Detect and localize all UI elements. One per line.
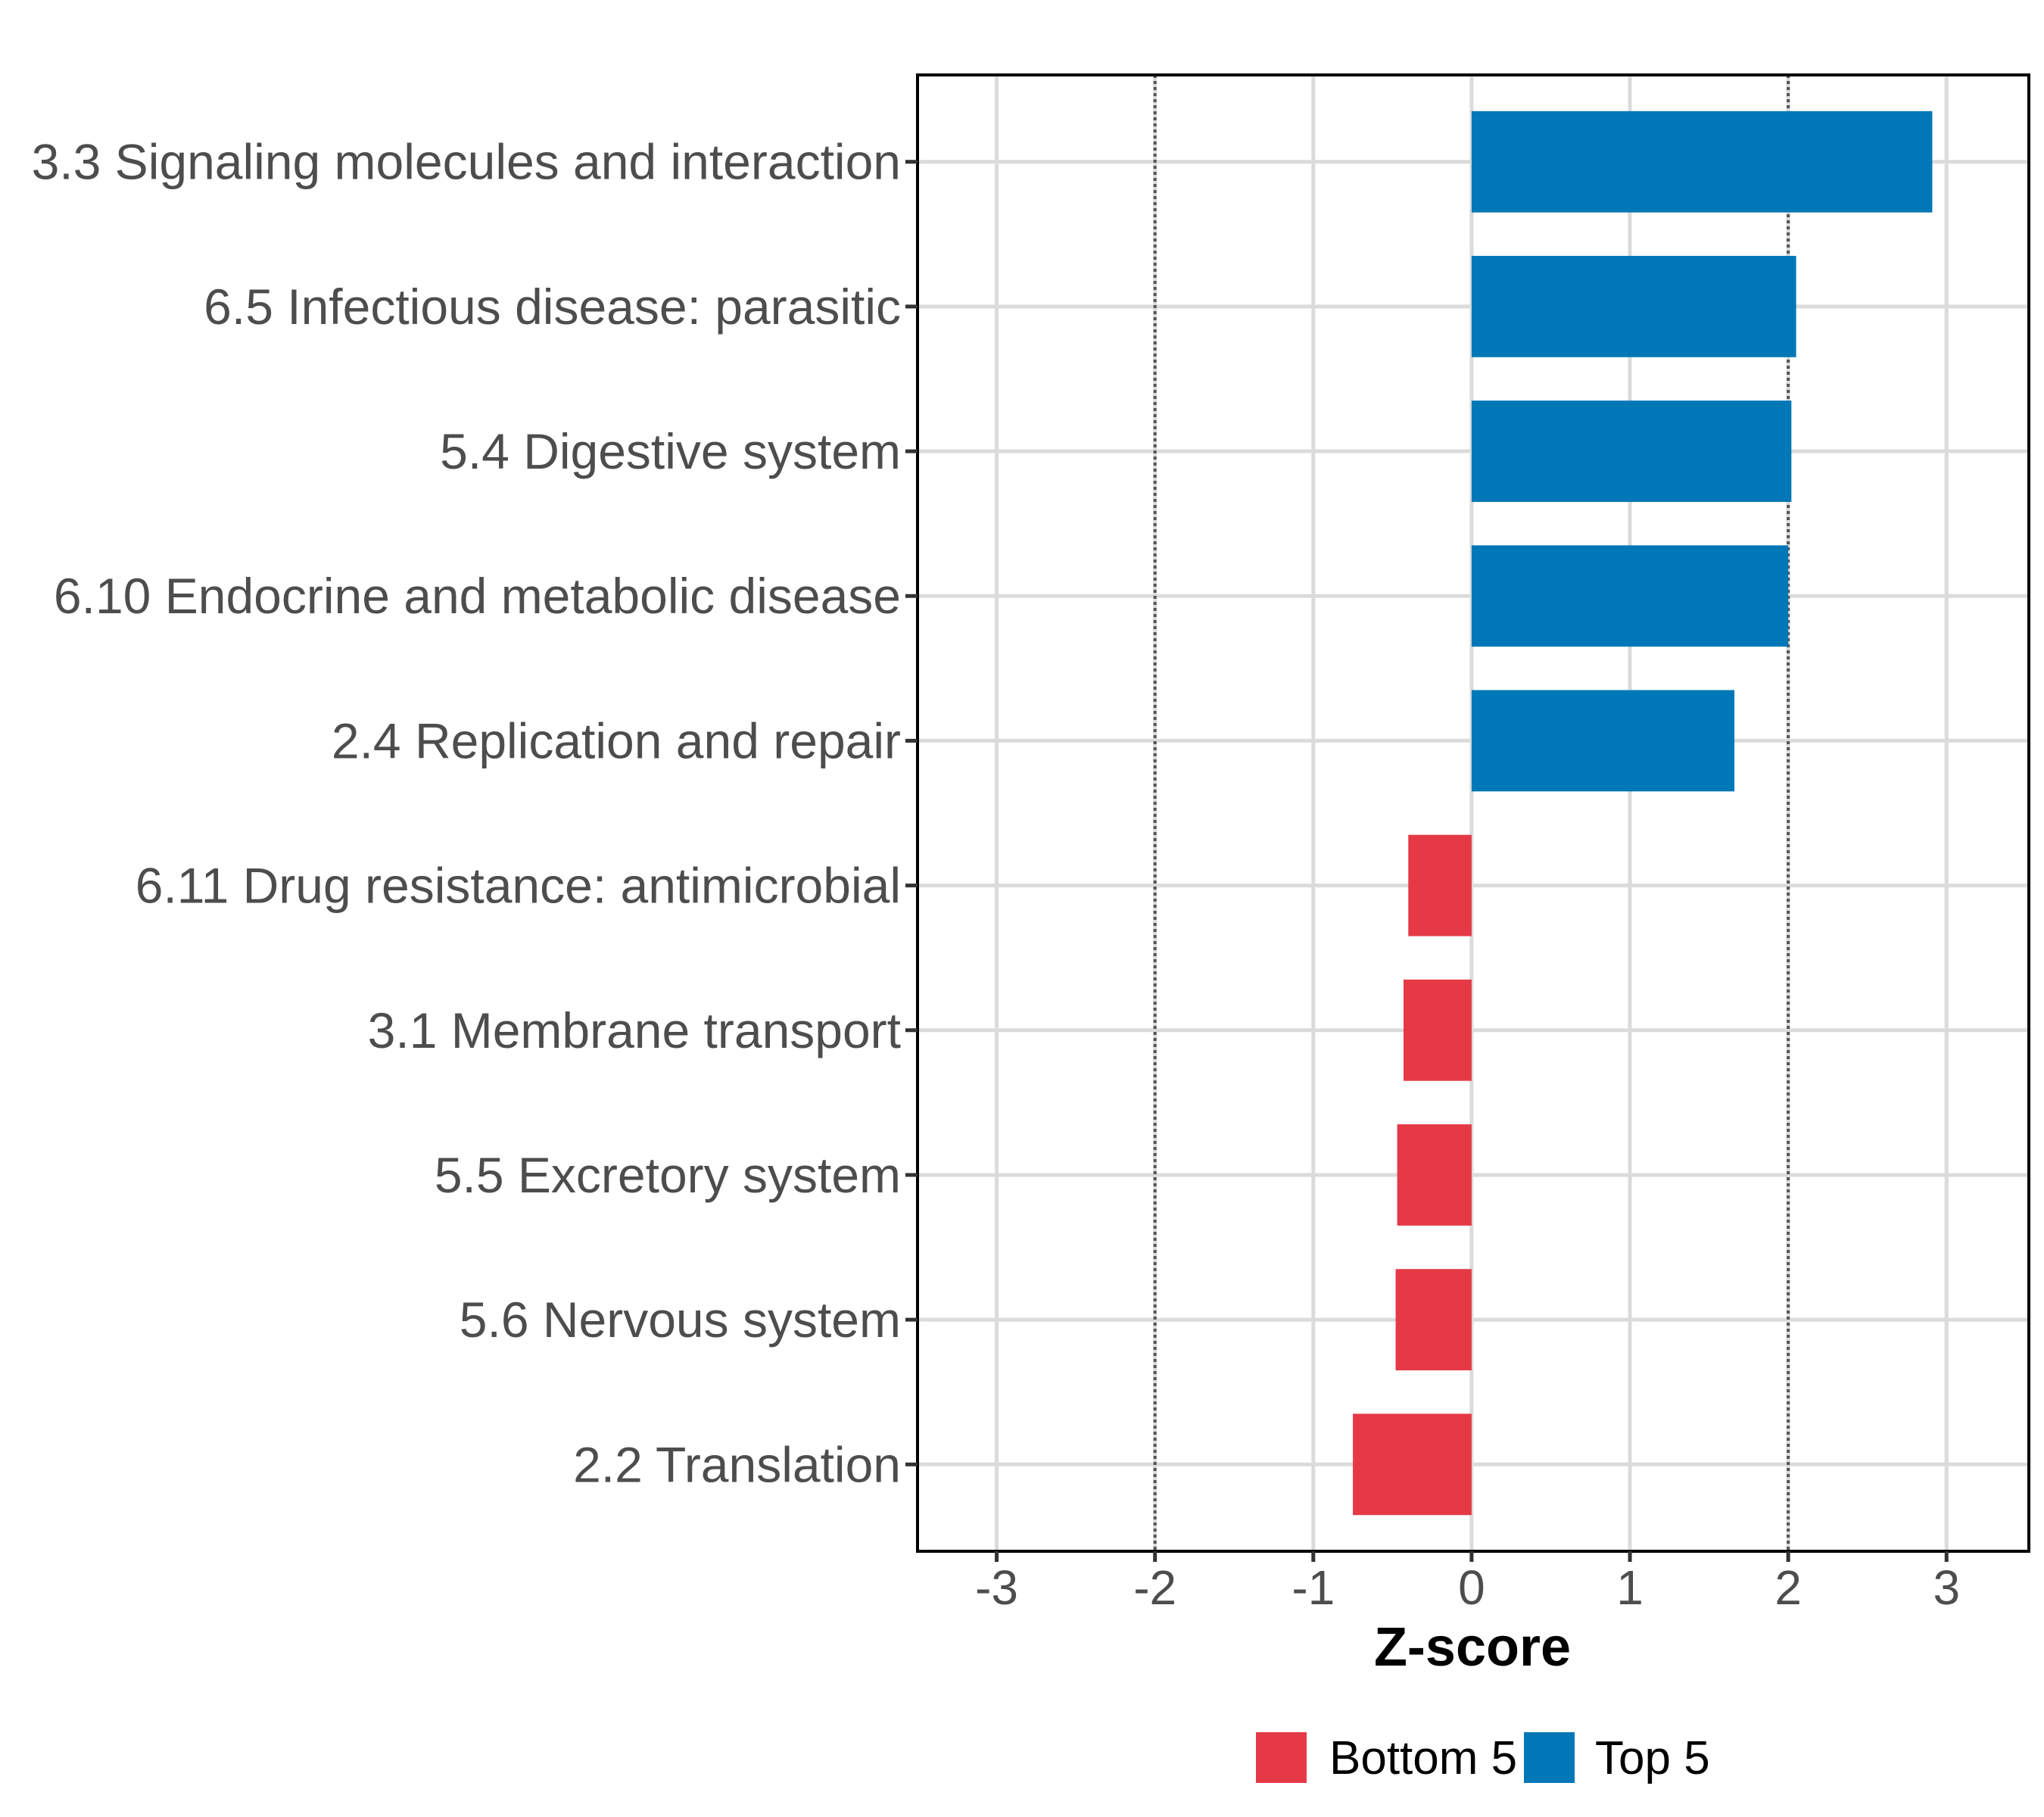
- x-tick-label: 2: [1774, 1560, 1802, 1615]
- x-tick-label: 1: [1616, 1560, 1644, 1615]
- legend: Bottom 5 Top 5: [1256, 1732, 1710, 1784]
- y-tick-label: 6.11 Drug resistance: antimicrobial: [136, 858, 901, 914]
- bar-8: [1395, 1269, 1472, 1371]
- y-tick-label: 6.10 Endocrine and metabolic disease: [54, 568, 901, 624]
- bars: [1353, 111, 1933, 1516]
- legend-key-top-5: [1524, 1732, 1575, 1783]
- legend-label-top-5: Top 5: [1595, 1732, 1710, 1784]
- x-tick-label: -1: [1292, 1560, 1335, 1615]
- bar-4: [1471, 690, 1735, 792]
- x-axis: -3 -2 -1 0 1 2 3: [975, 1551, 1960, 1615]
- y-tick-label: 3.1 Membrane transport: [368, 1002, 901, 1058]
- y-tick-label: 2.4 Replication and repair: [332, 712, 901, 768]
- bar-9: [1353, 1413, 1472, 1516]
- bar-3: [1471, 545, 1789, 647]
- reference-lines: [1153, 75, 1790, 1551]
- y-tick-label: 5.4 Digestive system: [440, 423, 901, 479]
- y-tick-label: 3.3 Signaling molecules and interaction: [32, 134, 901, 190]
- y-axis: 3.3 Signaling molecules and interaction 6…: [32, 134, 918, 1492]
- x-tick-label: -2: [1133, 1560, 1176, 1615]
- bar-7: [1397, 1124, 1472, 1226]
- x-axis-title: Z-score: [1374, 1617, 1571, 1678]
- bar-0: [1471, 111, 1933, 213]
- y-tick-label: 5.5 Excretory system: [435, 1147, 901, 1203]
- y-tick-label: 6.5 Infectious disease: parasitic: [204, 279, 901, 335]
- legend-key-bottom-5: [1256, 1732, 1307, 1783]
- x-tick-label: -3: [975, 1560, 1018, 1615]
- y-tick-label: 2.2 Translation: [573, 1436, 901, 1492]
- x-tick-label: 3: [1933, 1560, 1960, 1615]
- bar-1: [1471, 255, 1796, 357]
- x-tick-label: 0: [1458, 1560, 1485, 1615]
- legend-label-bottom-5: Bottom 5: [1329, 1732, 1517, 1784]
- bar-2: [1471, 400, 1792, 502]
- bar-5: [1408, 834, 1472, 937]
- bar-6: [1403, 979, 1472, 1081]
- y-tick-label: 5.6 Nervous system: [460, 1292, 901, 1348]
